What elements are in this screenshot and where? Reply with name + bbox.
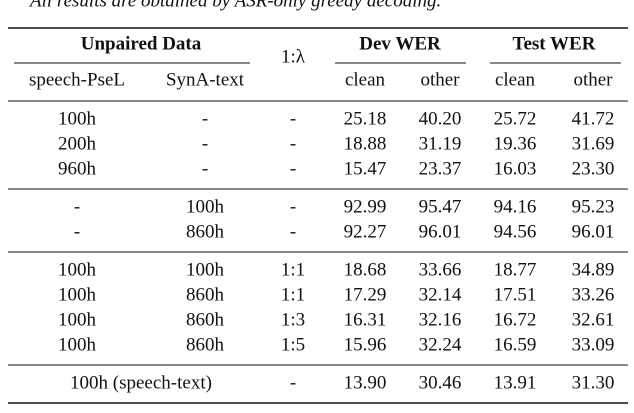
cell: 25.72 (494, 108, 537, 129)
cell: - (202, 133, 208, 154)
header-test: Test WER (513, 33, 596, 54)
cell: 860h (186, 334, 225, 355)
cell: 100h (58, 284, 97, 305)
cell: 100h (speech-text) (70, 372, 212, 393)
cell: 15.47 (344, 158, 387, 179)
cell: 40.20 (419, 108, 462, 129)
cell: - (290, 133, 296, 154)
cell: 33.66 (419, 259, 462, 280)
cell: 18.77 (494, 259, 537, 280)
cell: 92.99 (344, 196, 387, 217)
cell: 31.69 (572, 133, 615, 154)
cell: 33.09 (572, 334, 615, 355)
cell: 96.01 (572, 221, 615, 242)
cell: 33.26 (572, 284, 615, 305)
cell: 31.30 (572, 372, 615, 393)
cell: 19.36 (494, 133, 537, 154)
subheader: clean (495, 69, 536, 90)
subheader: clean (345, 69, 386, 90)
cell: 18.88 (344, 133, 387, 154)
cell: 95.47 (419, 196, 462, 217)
cell: 32.24 (419, 334, 462, 355)
cell: 100h (186, 196, 225, 217)
cell: 23.30 (572, 158, 615, 179)
cell: 17.29 (344, 284, 387, 305)
cell: 13.90 (344, 372, 387, 393)
cell: 96.01 (419, 221, 462, 242)
cell: 100h (58, 334, 97, 355)
header-dev: Dev WER (359, 33, 441, 54)
cell: - (74, 221, 80, 242)
cell: 860h (186, 221, 225, 242)
cell: 100h (58, 259, 97, 280)
cell: 16.03 (494, 158, 537, 179)
cell: 1:5 (281, 334, 305, 355)
cell: - (74, 196, 80, 217)
cell: 17.51 (494, 284, 537, 305)
cell: - (202, 108, 208, 129)
cell: 100h (58, 309, 97, 330)
cell: 15.96 (344, 334, 387, 355)
cell: - (202, 158, 208, 179)
cell: 100h (186, 259, 225, 280)
cell: 32.61 (572, 309, 615, 330)
cell: 860h (186, 284, 225, 305)
cell: - (290, 196, 296, 217)
cell: 100h (58, 108, 97, 129)
subheader: SynA-text (166, 69, 245, 90)
cell: - (290, 372, 296, 393)
cell: 16.31 (344, 309, 387, 330)
cell: 34.89 (572, 259, 615, 280)
cell: 31.19 (419, 133, 462, 154)
cell: 41.72 (572, 108, 615, 129)
cell: 16.59 (494, 334, 537, 355)
cell: 92.27 (344, 221, 387, 242)
cell: 13.91 (494, 372, 537, 393)
cell: - (290, 158, 296, 179)
cell: 1:1 (281, 259, 305, 280)
cell: 16.72 (494, 309, 537, 330)
cell: 94.16 (494, 196, 537, 217)
cell: 860h (186, 309, 225, 330)
cell: 25.18 (344, 108, 387, 129)
subheader: other (573, 69, 613, 90)
cell: 23.37 (419, 158, 462, 179)
cell: 32.14 (419, 284, 462, 305)
cell: 95.23 (572, 196, 615, 217)
subheader: other (420, 69, 460, 90)
cell: 94.56 (494, 221, 537, 242)
cell: 30.46 (419, 372, 462, 393)
cell: - (290, 108, 296, 129)
cell: 200h (58, 133, 97, 154)
cell: 1:1 (281, 284, 305, 305)
caption: All results are obtained by ASR-only gre… (28, 0, 441, 11)
header-ratio: 1:λ (281, 46, 306, 67)
cell: - (290, 221, 296, 242)
cell: 960h (58, 158, 97, 179)
cell: 18.68 (344, 259, 387, 280)
cell: 1:3 (281, 309, 305, 330)
subheader: speech-PseL (29, 69, 125, 90)
cell: 32.16 (419, 309, 462, 330)
header-unpaired: Unpaired Data (81, 33, 202, 54)
